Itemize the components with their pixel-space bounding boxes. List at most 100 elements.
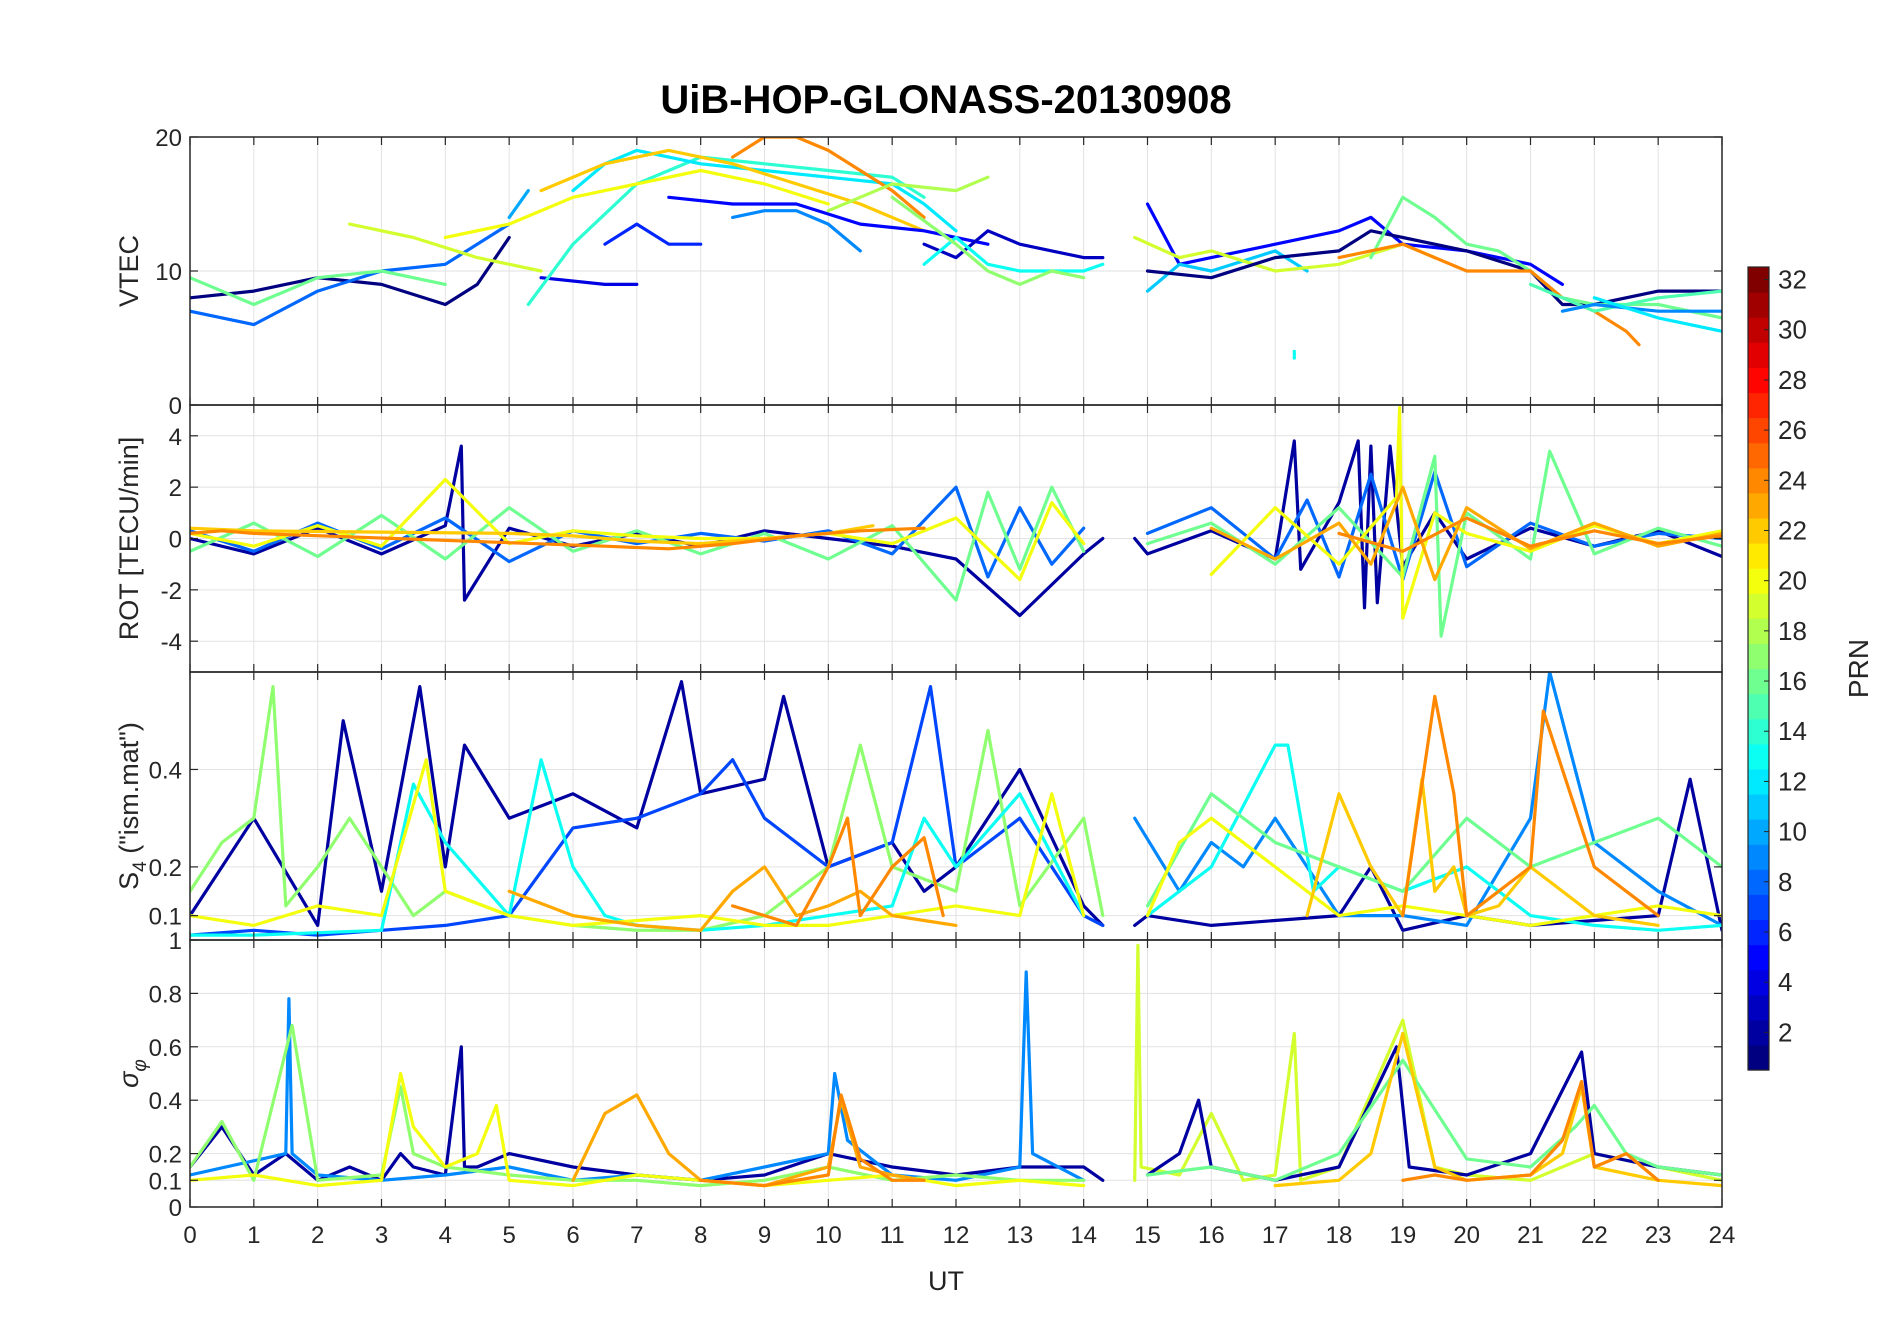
- colorbar-label: PRN: [1843, 639, 1874, 698]
- colorbar-segment-prn-20: [1748, 568, 1769, 594]
- series-line-prn-1: [190, 235, 511, 307]
- x-tick-label: 15: [1134, 1222, 1161, 1249]
- colorbar-segment-prn-29: [1748, 342, 1769, 368]
- x-tick-label: 1: [247, 1222, 260, 1249]
- x-tick-label: 11: [880, 1222, 905, 1249]
- colorbar-segment-prn-5: [1748, 944, 1769, 971]
- colorbar-segment-prn-6: [1748, 919, 1769, 946]
- series-line-prn-24: [730, 137, 926, 219]
- colorbar-tick-label: 20: [1778, 566, 1807, 596]
- colorbar-segment-prn-31: [1748, 292, 1769, 318]
- series-line-prn-10: [507, 189, 530, 219]
- y-tick-label: 0.1: [149, 1168, 182, 1195]
- series-group: [190, 137, 1722, 360]
- series-line-prn-13: [922, 235, 1105, 273]
- series-line-prn-17: [890, 195, 1086, 286]
- y-tick-label: 0: [169, 393, 182, 420]
- series-line-prn-23: [507, 865, 958, 932]
- y-axis-label: σφ: [114, 1059, 151, 1088]
- series-group: [190, 943, 1722, 1188]
- colorbar-tick-label: 28: [1778, 365, 1807, 395]
- y-tick-label: 10: [155, 259, 182, 286]
- x-tick-label: 9: [758, 1222, 771, 1249]
- x-tick-label: 10: [815, 1222, 842, 1249]
- colorbar-segment-prn-3: [1748, 994, 1769, 1021]
- y-axis-label-main: S: [114, 872, 144, 890]
- colorbar-segment-prn-14: [1748, 718, 1769, 745]
- y-axis-label: ROT [TECU/min]: [114, 437, 144, 641]
- series-line-prn-18: [826, 175, 990, 213]
- panel-rot: -4 -2 0 2 4 ROT [TECU/min]: [114, 404, 1723, 673]
- x-tick-label: 12: [943, 1222, 970, 1249]
- colorbar-tick-label: 26: [1778, 415, 1807, 445]
- colorbar-segment-prn-17: [1748, 643, 1769, 670]
- series-line-prn-24: [730, 816, 945, 928]
- series-line-prn-9: [730, 209, 862, 253]
- y-tick-label: 20: [155, 125, 182, 152]
- x-tick-label: 6: [566, 1222, 579, 1249]
- x-tick-label: 8: [694, 1222, 707, 1249]
- colorbar-segment-prn-11: [1748, 793, 1769, 820]
- colorbar-segment-prn-23: [1748, 492, 1769, 519]
- x-tick-label: 16: [1198, 1222, 1225, 1249]
- x-tick-label: 5: [502, 1222, 515, 1249]
- x-tick-label: 18: [1326, 1222, 1353, 1249]
- colorbar-tick-label: 30: [1778, 315, 1807, 345]
- x-tick-label: 22: [1581, 1222, 1608, 1249]
- y-tick-label: 0: [169, 1195, 182, 1222]
- y-tick-label: 0.2: [149, 1142, 182, 1169]
- colorbar-segment-prn-32: [1748, 267, 1769, 293]
- panel-sigma: 00.10.2 0.4 0.6 0.8 1 σφ: [114, 928, 1723, 1222]
- y-axis-label: VTEC: [114, 235, 144, 307]
- colorbar-segment-prn-4: [1748, 969, 1769, 996]
- colorbar-segment-prn-12: [1748, 768, 1769, 795]
- colorbar-tick-label: 32: [1778, 265, 1807, 295]
- x-tick-label: 13: [1006, 1222, 1033, 1249]
- series-line-prn-4: [539, 276, 639, 286]
- colorbar-segment-prn-16: [1748, 668, 1769, 695]
- colorbar-segment-prn-10: [1748, 819, 1769, 845]
- colorbar-frame: [1747, 266, 1770, 1071]
- colorbar-segment-prn-28: [1748, 367, 1769, 394]
- colorbar-segment-prn-13: [1748, 743, 1769, 770]
- series-line-prn-12: [1592, 296, 1722, 333]
- series-line-prn-6: [603, 222, 703, 246]
- colorbar-tick-label: 10: [1778, 817, 1807, 847]
- y-axis-label-subscript: 4: [130, 861, 151, 872]
- series-line-prn-24: [1337, 516, 1722, 553]
- series-line-prn-8: [190, 222, 511, 327]
- series-line-prn-19: [348, 222, 543, 273]
- colorbar-tick-label: 22: [1778, 515, 1807, 545]
- series-line-prn-2: [1145, 1045, 1722, 1182]
- y-tick-label: 4: [169, 424, 182, 451]
- series-line-prn-16: [1145, 449, 1722, 638]
- x-axis-label: UT: [928, 1266, 964, 1296]
- series-line-prn-24: [1401, 1079, 1660, 1182]
- colorbar-tick-label: 12: [1778, 766, 1807, 796]
- series-line-prn-12: [571, 148, 958, 233]
- y-axis-label-rest: ("ism.mat"): [114, 722, 144, 861]
- series-line-prn-2: [190, 680, 1105, 928]
- colorbar-segment-prn-30: [1748, 317, 1769, 343]
- x-tick-label: 4: [439, 1222, 452, 1249]
- chart-title: UiB-HOP-GLONASS-20130908: [660, 78, 1231, 122]
- y-tick-label: 0: [169, 527, 182, 554]
- series-line-prn-20: [1145, 816, 1722, 928]
- series-group: [190, 406, 1722, 638]
- colorbar-tick-label: 8: [1778, 867, 1792, 897]
- colorbar-tick-label: 18: [1778, 616, 1807, 646]
- x-tick-label: 24: [1709, 1222, 1736, 1249]
- series-line-prn-14: [526, 155, 926, 307]
- y-tick-label: 0.6: [149, 1035, 182, 1062]
- x-tick-label: 23: [1645, 1222, 1672, 1249]
- y-tick-label: 0.4: [149, 757, 182, 784]
- y-tick-label: 1: [169, 928, 182, 955]
- y-tick-label: 0.8: [149, 981, 182, 1008]
- x-tick-label: 2: [311, 1222, 324, 1249]
- series-line-prn-15: [1528, 282, 1722, 313]
- y-axis-label-main: σ: [114, 1070, 144, 1088]
- colorbar-segment-prn-9: [1748, 844, 1769, 870]
- series-line-prn-16: [1145, 792, 1722, 908]
- series-line-prn-16: [1145, 1058, 1722, 1182]
